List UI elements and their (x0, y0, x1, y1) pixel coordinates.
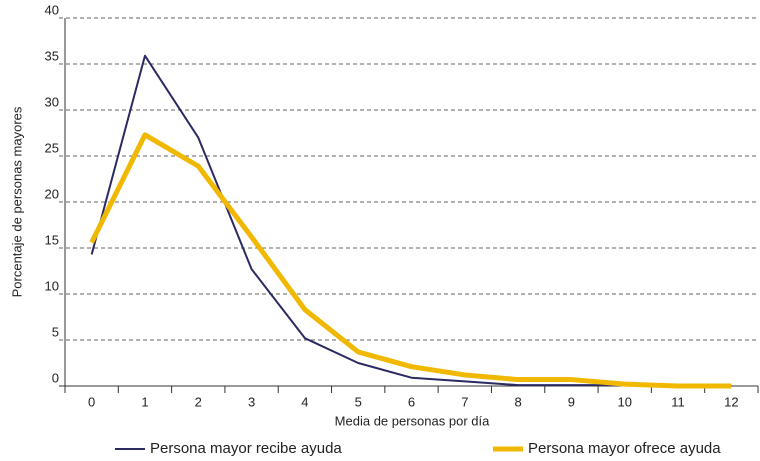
x-tick-label: 8 (514, 394, 521, 409)
y-tick-label: 35 (45, 48, 59, 63)
y-axis-label: Porcentaje de personas mayores (9, 106, 24, 297)
y-tick-label: 15 (45, 232, 59, 247)
y-tick-label: 40 (45, 2, 59, 17)
y-tick-label: 0 (52, 370, 59, 385)
x-tick-label: 11 (671, 394, 685, 409)
legend-label: Persona mayor ofrece ayuda (528, 440, 721, 457)
x-tick-label: 2 (195, 394, 202, 409)
x-axis-label: Media de personas por día (335, 413, 490, 428)
x-tick-label: 9 (568, 394, 575, 409)
x-tick-label: 6 (408, 394, 415, 409)
x-tick-label: 4 (301, 394, 308, 409)
x-tick-label: 0 (88, 394, 95, 409)
y-tick-label: 30 (45, 94, 59, 109)
y-tick-label: 10 (45, 278, 59, 293)
x-tick-label: 10 (617, 394, 631, 409)
x-tick-label: 3 (248, 394, 255, 409)
y-tick-label: 20 (45, 186, 59, 201)
series-line (90, 54, 732, 387)
y-tick-label: 5 (52, 324, 59, 339)
x-tick-label: 1 (141, 394, 148, 409)
series-line (89, 132, 732, 389)
x-tick-label: 7 (461, 394, 468, 409)
x-tick-label: 5 (355, 394, 362, 409)
x-tick-label: 12 (724, 394, 738, 409)
y-tick-label: 25 (45, 140, 59, 155)
legend-label: Persona mayor recibe ayuda (150, 440, 342, 457)
